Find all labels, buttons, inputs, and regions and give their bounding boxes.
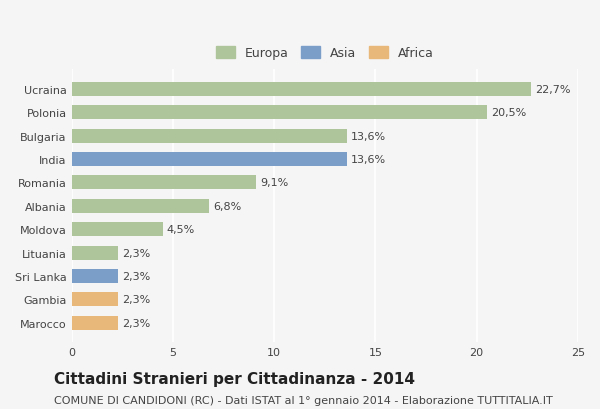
Bar bbox=[71, 269, 118, 283]
Bar bbox=[71, 246, 118, 260]
Text: 4,5%: 4,5% bbox=[167, 225, 195, 235]
Text: 2,3%: 2,3% bbox=[122, 248, 151, 258]
Bar bbox=[71, 83, 532, 97]
Text: 9,1%: 9,1% bbox=[260, 178, 288, 188]
Bar bbox=[71, 153, 347, 166]
Bar bbox=[71, 176, 256, 190]
Text: COMUNE DI CANDIDONI (RC) - Dati ISTAT al 1° gennaio 2014 - Elaborazione TUTTITAL: COMUNE DI CANDIDONI (RC) - Dati ISTAT al… bbox=[54, 395, 553, 405]
Text: 22,7%: 22,7% bbox=[535, 85, 571, 94]
Bar bbox=[71, 222, 163, 237]
Text: 13,6%: 13,6% bbox=[351, 155, 386, 164]
Text: 2,3%: 2,3% bbox=[122, 318, 151, 328]
Legend: Europa, Asia, Africa: Europa, Asia, Africa bbox=[210, 41, 440, 66]
Text: 6,8%: 6,8% bbox=[214, 201, 242, 211]
Text: 2,3%: 2,3% bbox=[122, 271, 151, 281]
Bar bbox=[71, 129, 347, 143]
Bar bbox=[71, 293, 118, 307]
Bar bbox=[71, 106, 487, 120]
Bar bbox=[71, 316, 118, 330]
Text: 13,6%: 13,6% bbox=[351, 131, 386, 141]
Text: 2,3%: 2,3% bbox=[122, 294, 151, 305]
Text: Cittadini Stranieri per Cittadinanza - 2014: Cittadini Stranieri per Cittadinanza - 2… bbox=[54, 371, 415, 387]
Bar bbox=[71, 199, 209, 213]
Text: 20,5%: 20,5% bbox=[491, 108, 526, 118]
